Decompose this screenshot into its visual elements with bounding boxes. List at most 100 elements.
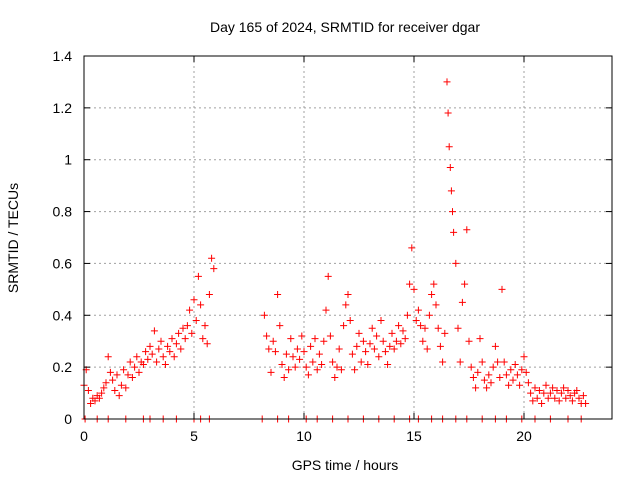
data-point bbox=[399, 327, 407, 335]
data-point bbox=[485, 371, 493, 379]
data-point bbox=[329, 358, 337, 366]
data-point bbox=[342, 301, 350, 309]
data-point bbox=[208, 254, 216, 262]
data-point bbox=[446, 163, 454, 171]
data-point bbox=[377, 316, 385, 324]
data-point bbox=[128, 374, 136, 382]
data-point bbox=[159, 353, 167, 361]
data-point bbox=[483, 384, 491, 392]
data-point bbox=[370, 345, 378, 353]
data-point bbox=[153, 358, 161, 366]
data-point bbox=[269, 337, 277, 345]
data-point bbox=[419, 337, 427, 345]
data-point bbox=[291, 363, 299, 371]
data-point bbox=[410, 285, 418, 293]
data-point bbox=[403, 311, 411, 319]
data-point bbox=[146, 342, 154, 350]
data-point bbox=[505, 381, 513, 389]
data-point bbox=[150, 327, 158, 335]
data-point bbox=[434, 324, 442, 332]
data-point bbox=[423, 345, 431, 353]
data-point bbox=[344, 291, 352, 299]
data-point bbox=[430, 280, 438, 288]
data-point bbox=[513, 371, 521, 379]
data-point bbox=[300, 348, 308, 356]
data-point bbox=[311, 335, 319, 343]
data-point bbox=[465, 337, 473, 345]
y-tick-label: 1 bbox=[64, 152, 72, 168]
data-point bbox=[428, 291, 436, 299]
data-point bbox=[522, 368, 530, 376]
data-point bbox=[135, 368, 143, 376]
data-point bbox=[507, 366, 515, 374]
x-tick-label: 0 bbox=[80, 428, 88, 444]
y-tick-label: 0.6 bbox=[53, 255, 73, 271]
data-point bbox=[538, 399, 546, 407]
chart-title: Day 165 of 2024, SRMTID for receiver dga… bbox=[210, 19, 480, 35]
data-point bbox=[102, 379, 110, 387]
data-point bbox=[458, 298, 466, 306]
data-point bbox=[287, 335, 295, 343]
data-point bbox=[260, 311, 268, 319]
data-point bbox=[205, 291, 213, 299]
data-point bbox=[172, 340, 180, 348]
data-point bbox=[444, 109, 452, 117]
x-tick-label: 20 bbox=[516, 428, 532, 444]
data-point bbox=[271, 348, 279, 356]
data-point bbox=[302, 363, 310, 371]
data-point bbox=[509, 376, 517, 384]
data-point bbox=[335, 345, 343, 353]
data-point bbox=[417, 322, 425, 330]
data-point bbox=[557, 389, 565, 397]
data-point bbox=[533, 394, 541, 402]
data-point bbox=[148, 350, 156, 358]
data-point bbox=[579, 392, 587, 400]
data-point bbox=[280, 374, 288, 382]
data-point bbox=[476, 335, 484, 343]
data-point bbox=[447, 187, 455, 195]
data-point bbox=[562, 394, 570, 402]
data-point bbox=[109, 376, 117, 384]
data-point bbox=[181, 335, 189, 343]
data-point bbox=[87, 399, 95, 407]
data-point bbox=[359, 337, 367, 345]
data-point bbox=[104, 353, 112, 361]
data-point bbox=[500, 358, 508, 366]
data-point bbox=[560, 384, 568, 392]
data-point bbox=[265, 345, 273, 353]
data-point bbox=[524, 379, 532, 387]
data-point bbox=[348, 350, 356, 358]
data-point bbox=[480, 376, 488, 384]
data-point bbox=[100, 384, 108, 392]
data-point bbox=[289, 353, 297, 361]
data-point bbox=[421, 324, 429, 332]
data-point bbox=[183, 322, 191, 330]
data-point bbox=[197, 301, 205, 309]
y-tick-label: 0.8 bbox=[53, 204, 73, 220]
data-point bbox=[164, 342, 172, 350]
data-point bbox=[274, 291, 282, 299]
data-point bbox=[355, 329, 363, 337]
data-point bbox=[487, 379, 495, 387]
data-point bbox=[412, 316, 420, 324]
data-point bbox=[494, 358, 502, 366]
x-tick-label: 15 bbox=[406, 428, 422, 444]
axis-ticks: 0 5 10 15 20 0 0.2 0.4 0.6 0.8 1 1.2 1.4 bbox=[53, 48, 612, 444]
data-point bbox=[98, 389, 106, 397]
data-point bbox=[320, 337, 328, 345]
data-point bbox=[566, 392, 574, 400]
data-point bbox=[111, 386, 119, 394]
data-point bbox=[463, 226, 471, 234]
data-point bbox=[366, 340, 374, 348]
data-point bbox=[379, 337, 387, 345]
data-point bbox=[368, 324, 376, 332]
data-point bbox=[456, 358, 464, 366]
data-point bbox=[157, 337, 165, 345]
data-point bbox=[439, 358, 447, 366]
data-point bbox=[544, 394, 552, 402]
data-point bbox=[489, 363, 497, 371]
data-point bbox=[454, 324, 462, 332]
grid-lines bbox=[84, 56, 612, 419]
data-point bbox=[106, 368, 114, 376]
data-point bbox=[282, 350, 290, 358]
